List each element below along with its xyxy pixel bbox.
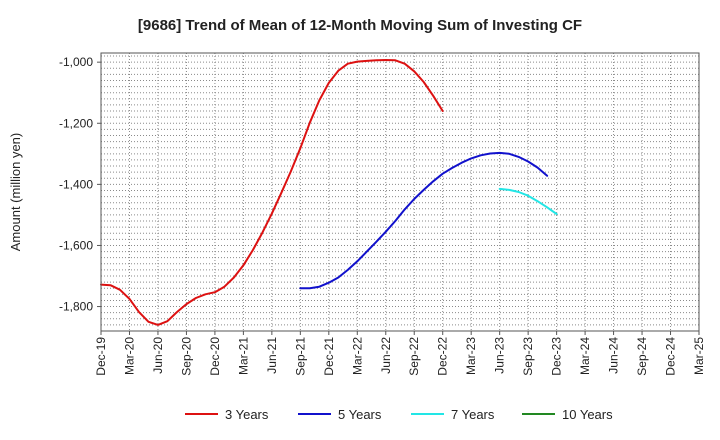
x-tick-label: Sep-23 (521, 337, 535, 376)
legend-label-5-years: 5 Years (338, 407, 382, 422)
x-tick-labels: Dec-19 Mar-20 Jun-20 Sep-20 Dec-20 Mar-21 Jun-… (94, 331, 706, 376)
x-tick-label: Jun-24 (607, 337, 621, 374)
x-tick-label: Dec-19 (94, 337, 108, 376)
series-line-5-years (299, 151, 549, 290)
x-tick-label: Dec-21 (322, 337, 336, 376)
x-tick-label: Dec-24 (664, 337, 678, 376)
plot-frame (100, 52, 700, 332)
grid-layer (100, 53, 700, 331)
series-layer (100, 59, 558, 326)
chart-title: [9686] Trend of Mean of 12-Month Moving … (138, 17, 582, 34)
plot-area (101, 53, 699, 331)
y-axis-label: Amount (million yen) (8, 133, 23, 252)
x-tick-label: Mar-23 (464, 337, 478, 375)
series-line-7-years (498, 187, 558, 215)
series-line-3-years (100, 59, 444, 326)
x-tick-label: Dec-20 (208, 337, 222, 376)
y-tick-label: -1,800 (59, 300, 93, 314)
x-tick-label: Dec-22 (436, 337, 450, 376)
x-tick-label: Mar-22 (350, 337, 364, 375)
legend-label-10-years: 10 Years (562, 407, 613, 422)
x-tick-label: Mar-20 (122, 337, 136, 375)
x-tick-label: Sep-20 (179, 337, 193, 376)
x-tick-label: Sep-22 (407, 337, 421, 376)
legend: 3 Years 5 Years 7 Years 10 Years (185, 407, 613, 422)
x-tick-label: Sep-21 (293, 337, 307, 376)
legend-label-7-years: 7 Years (451, 407, 495, 422)
x-tick-label: Mar-21 (236, 337, 250, 375)
y-tick-label: -1,200 (59, 116, 93, 130)
x-tick-label: Dec-23 (550, 337, 564, 376)
x-tick-label: Jun-22 (379, 337, 393, 374)
y-tick-label: -1,400 (59, 177, 93, 191)
y-tick-labels: -1,000 -1,200 -1,400 -1,600 -1,800 (59, 55, 101, 314)
x-tick-label: Jun-21 (265, 337, 279, 374)
y-tick-label: -1,000 (59, 55, 93, 69)
x-tick-label: Sep-24 (635, 337, 649, 376)
x-tick-label: Mar-25 (692, 337, 706, 375)
x-tick-label: Mar-24 (578, 337, 592, 375)
y-tick-label: -1,600 (59, 238, 93, 252)
legend-label-3-years: 3 Years (225, 407, 269, 422)
x-tick-label: Jun-20 (151, 337, 165, 374)
x-tick-label: Jun-23 (493, 337, 507, 374)
